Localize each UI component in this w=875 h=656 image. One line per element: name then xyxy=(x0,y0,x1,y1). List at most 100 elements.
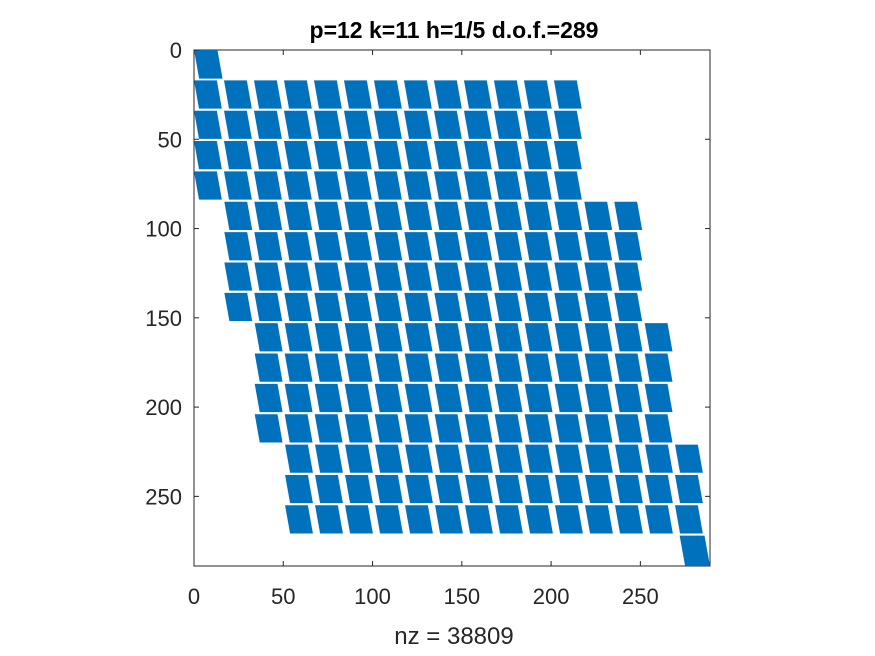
nonzero-tile-202 xyxy=(555,505,583,534)
nonzero-tile-34 xyxy=(403,141,432,170)
nonzero-tile-128 xyxy=(404,353,433,382)
nonzero-tile-87 xyxy=(404,262,433,291)
nonzero-tile-9 xyxy=(433,80,462,109)
nonzero-tile-90 xyxy=(494,262,523,291)
nonzero-tile-86 xyxy=(374,262,403,291)
nonzero-tile-116 xyxy=(464,323,493,352)
nonzero-tile-6 xyxy=(343,80,372,109)
nonzero-tile-100 xyxy=(374,292,403,322)
nonzero-tile-147 xyxy=(554,383,583,413)
y-tick-label-2: 100 xyxy=(145,217,182,242)
x-axis-tick-labels: 0 50 100 150 200 250 xyxy=(188,584,659,609)
nonzero-tile-192 xyxy=(675,474,703,504)
nonzero-tile-140 xyxy=(344,383,373,413)
nonzero-tile-106 xyxy=(554,292,583,322)
nonzero-tile-114 xyxy=(404,323,433,352)
nonzero-tile-50 xyxy=(493,171,522,200)
nonzero-tile-80 xyxy=(614,232,643,261)
nonzero-tile-64 xyxy=(554,201,583,230)
nonzero-tile-141 xyxy=(374,383,403,413)
nonzero-tile-123 xyxy=(254,353,283,382)
nonzero-tile-5 xyxy=(313,80,342,109)
nonzero-tile-16 xyxy=(253,110,282,139)
nonzero-tile-148 xyxy=(584,383,613,413)
nonzero-tile-25 xyxy=(523,110,552,139)
nonzero-tile-60 xyxy=(434,201,463,230)
nonzero-tile-26 xyxy=(553,110,582,139)
nonzero-tile-160 xyxy=(524,414,553,443)
nonzero-tile-4 xyxy=(283,80,312,109)
nonzero-tile-81 xyxy=(224,262,253,291)
nonzero-tile-92 xyxy=(554,262,583,291)
nonzero-tile-94 xyxy=(614,262,643,291)
nonzero-tile-108 xyxy=(614,292,643,322)
nonzero-tile-40 xyxy=(194,171,222,200)
nonzero-tile-78 xyxy=(554,232,583,261)
nonzero-tile-158 xyxy=(464,414,493,443)
nonzero-tile-135 xyxy=(614,353,643,382)
nonzero-tile-59 xyxy=(404,201,433,230)
nonzero-tile-56 xyxy=(314,201,343,230)
nonzero-tile-53 xyxy=(224,201,253,230)
nonzero-tile-61 xyxy=(464,201,493,230)
nonzero-tile-120 xyxy=(584,323,613,352)
nonzero-tile-126 xyxy=(344,353,373,382)
nonzero-tile-13 xyxy=(553,80,582,109)
nonzero-tile-159 xyxy=(494,414,523,443)
nonzero-tile-35 xyxy=(433,141,462,170)
nonzero-tile-186 xyxy=(495,474,523,504)
nonzero-tile-97 xyxy=(284,292,313,322)
nonzero-tile-24 xyxy=(493,110,522,139)
nonzero-tile-0 xyxy=(194,50,223,79)
nonzero-tile-205 xyxy=(645,505,673,534)
x-axis-label: nz = 38809 xyxy=(394,623,513,650)
axis-ticks xyxy=(193,49,710,566)
nonzero-tile-137 xyxy=(254,383,283,413)
nonzero-tile-105 xyxy=(524,292,553,322)
nonzero-tile-8 xyxy=(403,80,432,109)
nonzero-tile-109 xyxy=(254,323,283,352)
nonzero-pattern xyxy=(194,50,710,566)
y-tick-label-1: 50 xyxy=(158,127,182,152)
nonzero-tile-188 xyxy=(555,474,583,504)
nonzero-tile-119 xyxy=(554,323,583,352)
nonzero-tile-183 xyxy=(405,474,433,504)
nonzero-tile-65 xyxy=(584,201,613,230)
nonzero-tile-66 xyxy=(614,201,643,230)
nonzero-tile-168 xyxy=(375,444,403,473)
nonzero-tile-28 xyxy=(223,141,252,170)
nonzero-tile-139 xyxy=(314,383,343,413)
nonzero-tile-27 xyxy=(194,141,222,170)
nonzero-tile-71 xyxy=(344,232,373,261)
nonzero-tile-72 xyxy=(374,232,403,261)
nonzero-tile-41 xyxy=(223,171,252,200)
nonzero-tile-134 xyxy=(584,353,613,382)
nonzero-tile-122 xyxy=(644,323,673,352)
nonzero-tile-88 xyxy=(434,262,463,291)
nonzero-tile-131 xyxy=(494,353,523,382)
nonzero-tile-177 xyxy=(645,444,673,473)
nonzero-tile-138 xyxy=(284,383,313,413)
nonzero-tile-102 xyxy=(434,292,463,322)
nonzero-tile-18 xyxy=(313,110,342,139)
nonzero-tile-166 xyxy=(315,444,343,473)
nonzero-tile-68 xyxy=(254,232,283,261)
x-tick-label-1: 50 xyxy=(271,584,295,609)
nonzero-tile-169 xyxy=(405,444,433,473)
nonzero-tile-181 xyxy=(345,474,373,504)
nonzero-tile-153 xyxy=(314,414,343,443)
nonzero-tile-136 xyxy=(644,353,673,382)
nonzero-tile-167 xyxy=(345,444,373,473)
nonzero-tile-190 xyxy=(615,474,643,504)
x-tick-label-2: 100 xyxy=(354,584,391,609)
nonzero-tile-144 xyxy=(464,383,493,413)
nonzero-tile-143 xyxy=(434,383,463,413)
nonzero-tile-48 xyxy=(433,171,462,200)
nonzero-tile-74 xyxy=(434,232,463,261)
nonzero-tile-157 xyxy=(434,414,463,443)
y-tick-label-3: 150 xyxy=(145,306,182,331)
y-tick-label-4: 200 xyxy=(145,395,182,420)
nonzero-tile-199 xyxy=(465,505,493,534)
nonzero-tile-58 xyxy=(374,201,403,230)
